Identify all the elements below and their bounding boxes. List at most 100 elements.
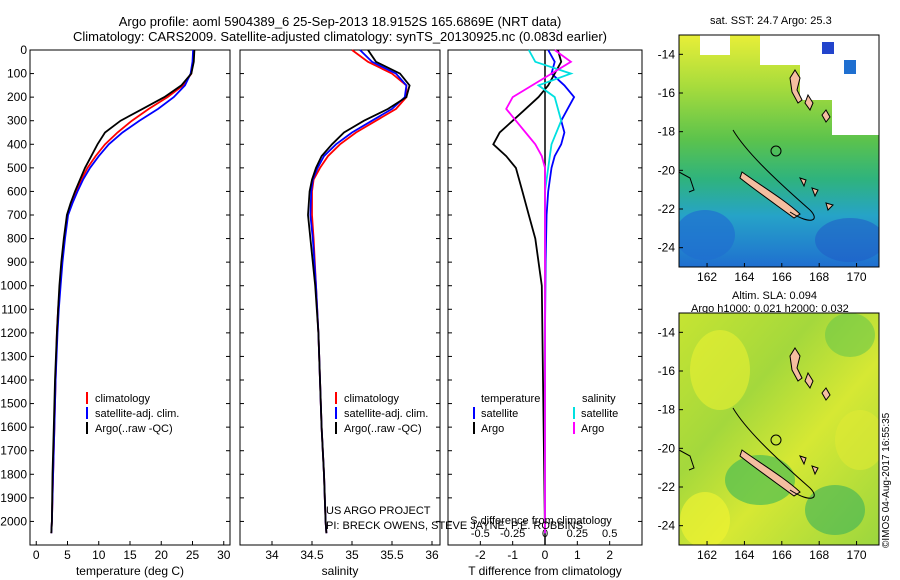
temperature-xtick-label: 10	[92, 548, 106, 562]
sla_map-ytick-label: -16	[658, 364, 676, 378]
depth-tick-label: 1800	[0, 467, 27, 481]
difference-xtick-label: 0	[542, 548, 549, 562]
island-loyalty	[799, 177, 807, 188]
temperature-x-label: temperature (deg C)	[76, 564, 184, 578]
sla-high	[680, 492, 730, 545]
sst-pixel	[844, 60, 856, 74]
sst_map-ytick-label: -24	[658, 241, 676, 255]
sst-map-title: sat. SST: 24.7 Argo: 25.3	[710, 15, 832, 27]
difference-xtick-label: 1	[574, 548, 581, 562]
depth-tick-label: 500	[7, 161, 27, 175]
difference-legend: temperature salinity satellite Argo sate…	[473, 393, 618, 435]
island-vanuatu	[821, 387, 831, 401]
sla-low	[805, 485, 865, 535]
difference-x-label: T difference from climatology	[468, 564, 622, 578]
sst_map-ytick-label: -16	[658, 86, 676, 100]
depth-tick-label: 900	[7, 255, 27, 269]
depth-tick-label: 1100	[1, 302, 27, 316]
difference-series-t-satellite	[544, 49, 576, 534]
difference-top-tick-label: 0.5	[602, 528, 617, 540]
pi-annotation: PI: BRECK OWENS, STEVE JAYNE, P.E. ROBBI…	[326, 520, 583, 532]
reef-contour	[732, 129, 815, 221]
island-vanuatu	[789, 347, 803, 382]
depth-tick-label: 1500	[0, 397, 27, 411]
legend-label-s-satellite: satellite	[581, 408, 618, 420]
temperature-xtick-label: 20	[155, 548, 169, 562]
salinity-xtick-label: 35.5	[380, 548, 404, 562]
salinity-xtick-label: 34	[265, 548, 279, 562]
depth-tick-label: 700	[7, 208, 27, 222]
depth-tick-label: 400	[7, 137, 27, 151]
sla_map-ytick-label: -24	[658, 519, 676, 533]
difference-series-s-argo	[505, 49, 573, 534]
depth-tick-label: 1600	[0, 420, 27, 434]
sla_map-ytick-label: -20	[658, 441, 676, 455]
island-loyalty	[811, 187, 819, 198]
salinity-series-argo	[307, 49, 411, 534]
legend-label-climatology: climatology	[95, 393, 151, 405]
sla-high	[835, 410, 879, 470]
map-axes: 162 164 166 168 170 -14 -16 -18 -20 -22 -24 162 164 1…	[658, 47, 867, 562]
sla_map-xtick-label: 162	[697, 548, 717, 562]
sla-low	[825, 313, 875, 357]
reef-contour	[679, 171, 695, 193]
legend-label-climatology: climatology	[344, 393, 400, 405]
island-vanuatu	[821, 109, 831, 123]
temperature-series-climatology	[50, 49, 195, 534]
cloud-mask	[700, 35, 730, 55]
island-loyalty	[799, 455, 807, 466]
depth-tick-label: 100	[7, 67, 27, 81]
salinity-xtick-label: 35	[345, 548, 359, 562]
temperature-xtick-label: 0	[33, 548, 40, 562]
difference-xtick-label: -2	[475, 548, 486, 562]
salinity-xtick-label: 36	[425, 548, 439, 562]
difference-xtick-label: -1	[507, 548, 518, 562]
depth-tick-label: 1200	[0, 326, 27, 340]
legend-label-satellite: satellite-adj. clim.	[95, 408, 179, 420]
depth-tick-label: 1700	[0, 444, 27, 458]
island-loyalty	[825, 202, 834, 211]
salinity-x-label: salinity	[322, 564, 359, 578]
sla-map-frame	[678, 312, 880, 546]
cool-patch	[815, 218, 879, 262]
sla-map-title-line-1: Altim. SLA: 0.094	[732, 290, 817, 302]
cloud-mask	[800, 60, 879, 100]
sla_map-xtick-label: 164	[734, 548, 754, 562]
island-vanuatu	[804, 371, 814, 390]
sla_map-xtick-label: 168	[809, 548, 829, 562]
depth-tick-label: 1300	[0, 349, 27, 363]
salinity-series-climatology	[311, 49, 408, 534]
island-new-caledonia	[739, 171, 801, 219]
salinity-legend: climatology satellite-adj. clim. Argo(..…	[335, 392, 428, 435]
reef-contour	[732, 407, 815, 499]
argo-location-marker	[770, 434, 782, 446]
sst-map	[678, 34, 880, 268]
sst-pixel	[822, 42, 834, 54]
depth-tick-label: 0	[20, 43, 27, 57]
depth-tick-label: 2000	[0, 514, 27, 528]
sst_map-ytick-label: -22	[658, 202, 676, 216]
legend-label-t-satellite: satellite	[481, 408, 518, 420]
sla-map	[678, 312, 880, 546]
temperature-series-argo	[50, 49, 196, 534]
salinity-panel-frame	[239, 49, 441, 546]
legend-label-s-argo: Argo	[581, 423, 604, 435]
profile-plots: 0 5 10 15 20 25 300100200300400500600700800900…	[0, 43, 642, 562]
difference-top-tick-label: -0.25	[500, 528, 525, 540]
depth-tick-label: 1000	[0, 279, 27, 293]
island-loyalty	[811, 465, 819, 476]
sst_map-xtick-label: 166	[772, 270, 792, 284]
sst_map-xtick-label: 168	[809, 270, 829, 284]
sla_map-xtick-label: 166	[772, 548, 792, 562]
temperature-series-satellite	[50, 49, 194, 534]
difference-series-s-satellite	[528, 49, 574, 534]
depth-tick-label: 1900	[0, 491, 27, 505]
project-annotation: US ARGO PROJECT	[326, 505, 431, 517]
island-new-caledonia	[739, 449, 801, 497]
salinity-xtick-label: 34.5	[300, 548, 324, 562]
depth-tick-label: 800	[7, 232, 27, 246]
legend-label-argo: Argo(..raw -QC)	[95, 423, 173, 435]
sla_map-ytick-label: -14	[658, 325, 676, 339]
sla_map-xtick-label: 170	[847, 548, 867, 562]
